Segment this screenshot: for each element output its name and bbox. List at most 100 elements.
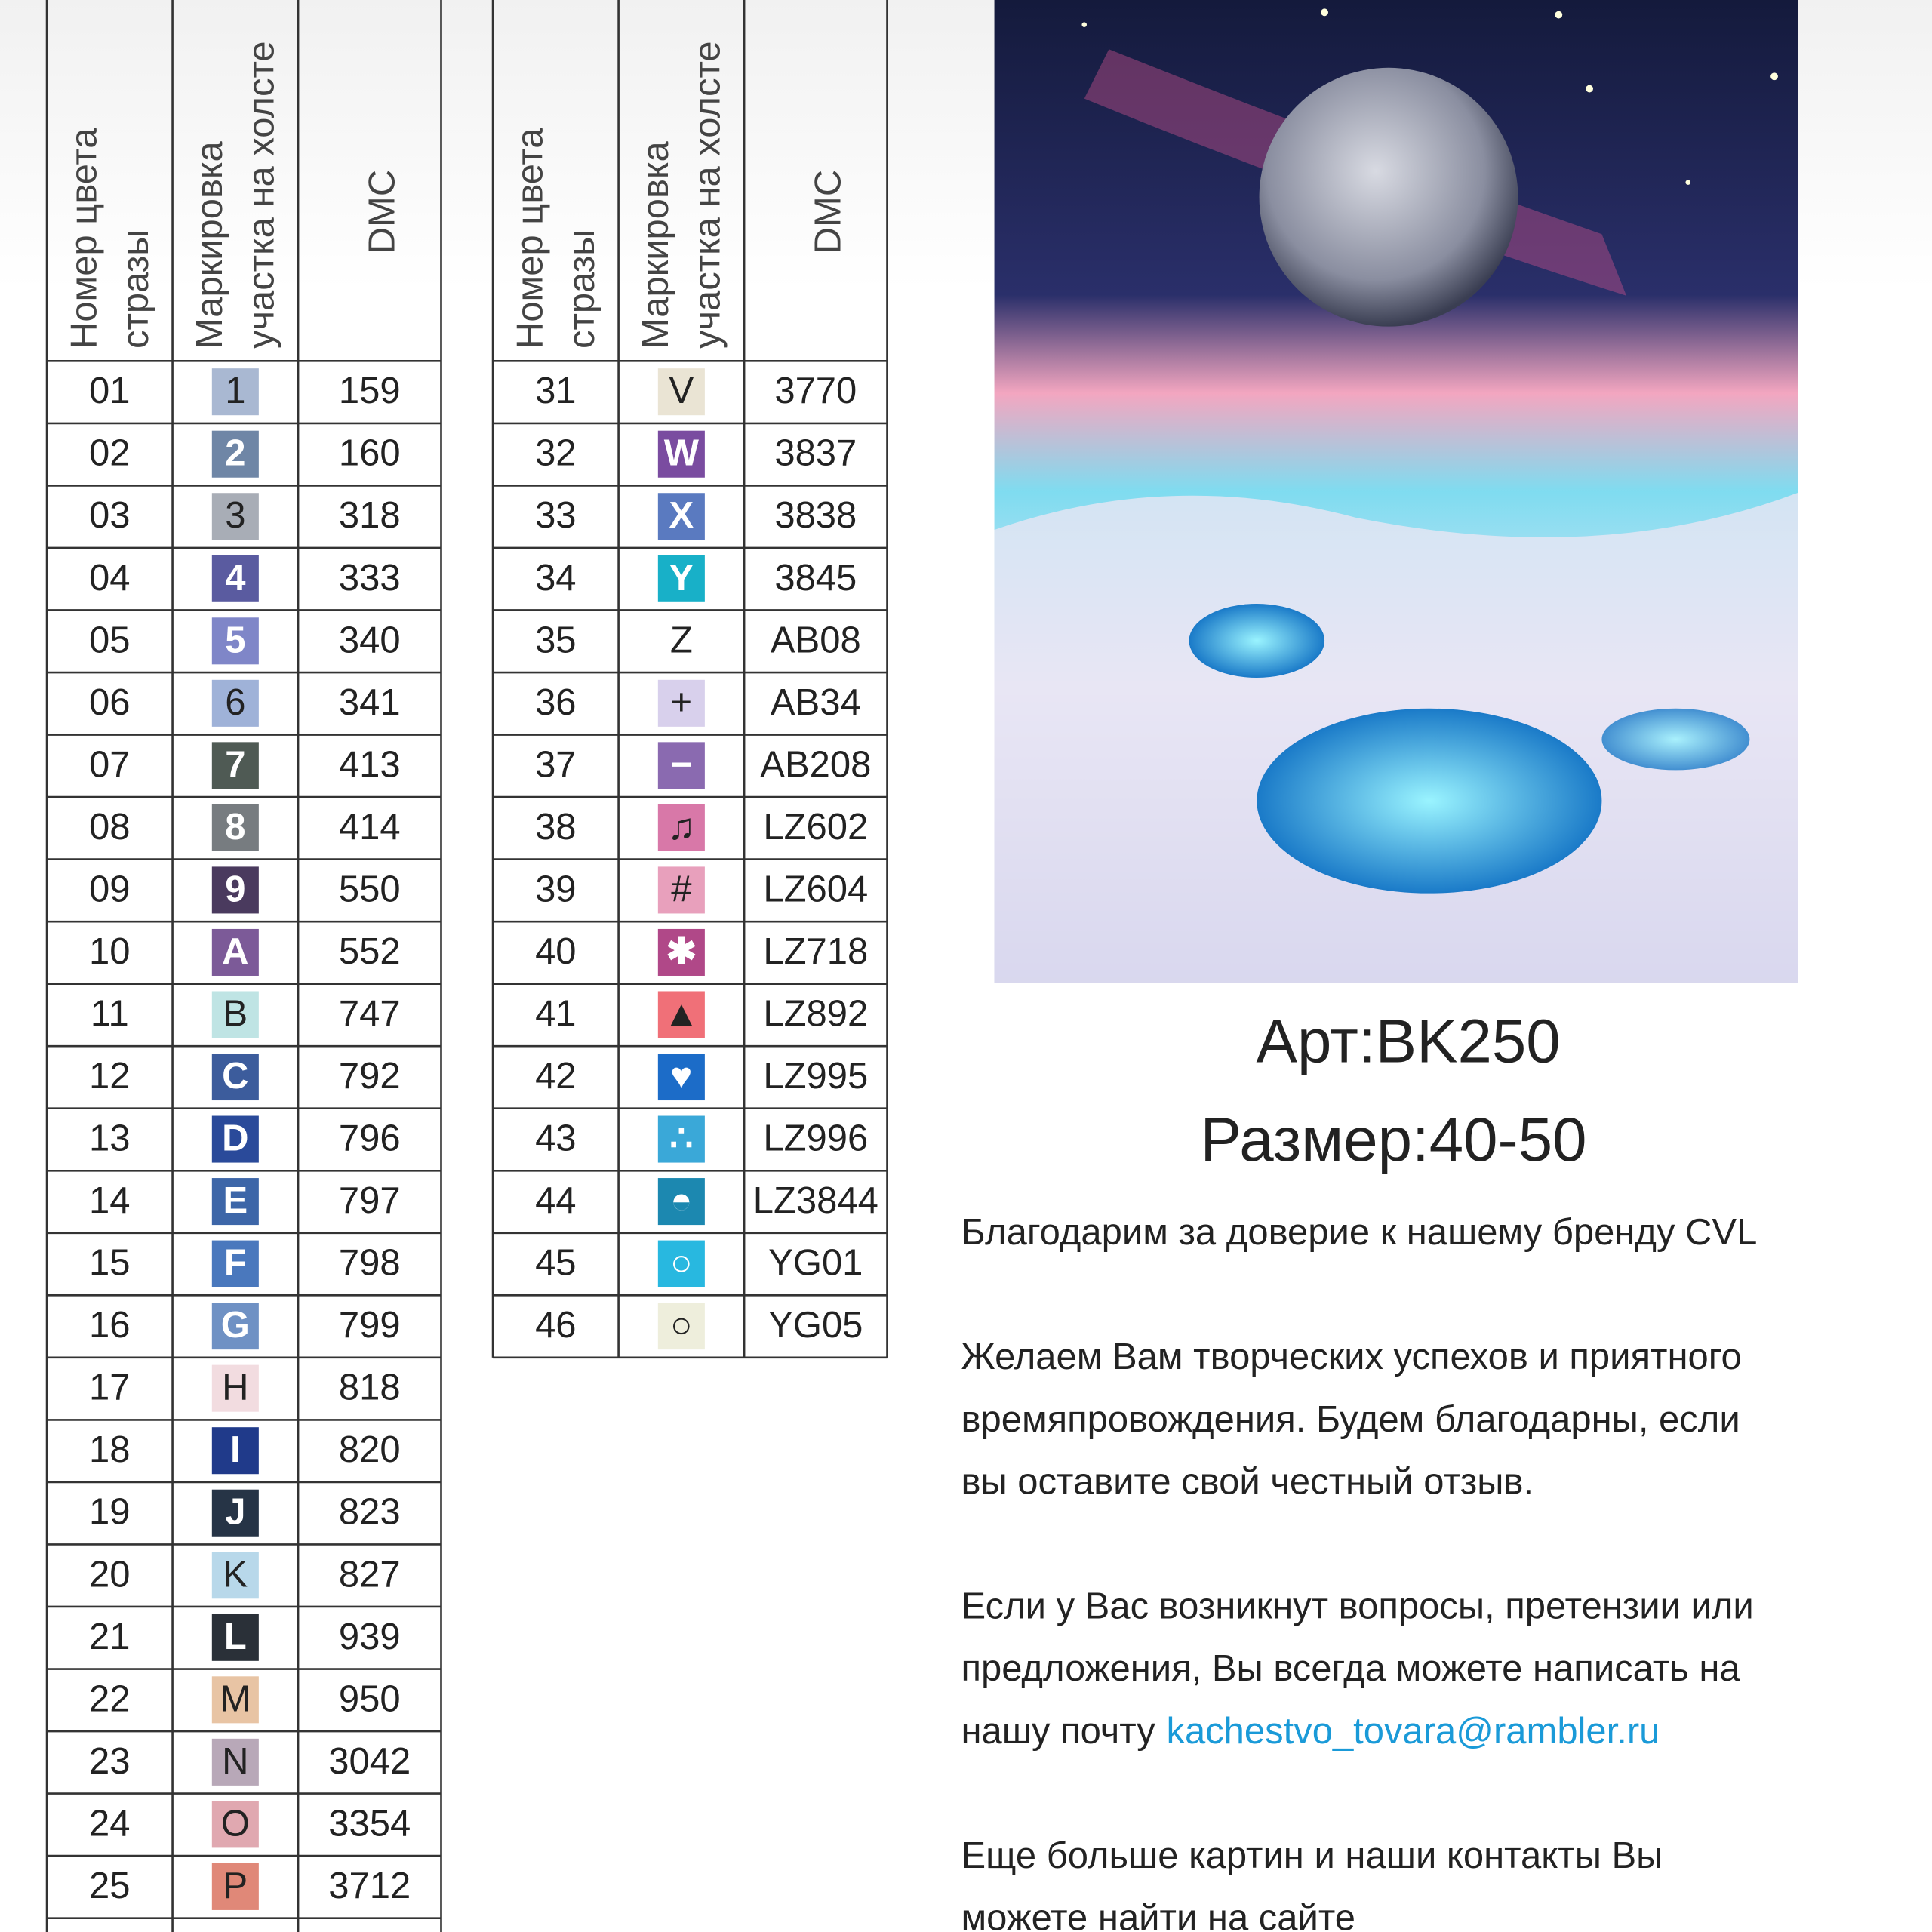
color-number: 15 xyxy=(89,1243,130,1284)
dmc-code: 414 xyxy=(339,807,401,848)
marker-symbol: ♥ xyxy=(670,1056,692,1097)
dmc-code: LZ718 xyxy=(763,931,868,972)
paragraph-line: Желаем Вам творческих успехов и приятног… xyxy=(961,1337,1741,1377)
marker-symbol: I xyxy=(230,1429,241,1470)
color-swatch xyxy=(211,928,259,976)
color-number: 09 xyxy=(89,869,130,909)
color-swatch xyxy=(211,1738,259,1786)
color-swatch xyxy=(657,1240,705,1287)
marker-symbol: ♫ xyxy=(667,807,695,848)
marker-symbol: F xyxy=(224,1243,247,1284)
marker-symbol: 9 xyxy=(225,869,245,909)
color-number: 32 xyxy=(535,433,576,474)
color-number: 10 xyxy=(89,931,130,972)
color-swatch xyxy=(657,991,705,1038)
color-swatch xyxy=(211,1801,259,1848)
dmc-code: LZ892 xyxy=(763,994,868,1035)
marker-symbol: 7 xyxy=(225,744,245,785)
dmc-code: YG05 xyxy=(768,1305,863,1346)
dmc-code: 3837 xyxy=(774,433,857,474)
dmc-code: 413 xyxy=(339,744,401,785)
paragraph-line: вы оставите свой честный отзыв. xyxy=(961,1461,1534,1502)
marker-symbol: W xyxy=(664,433,700,474)
dmc-code: 939 xyxy=(339,1617,401,1657)
color-swatch xyxy=(657,1303,705,1350)
color-number: 39 xyxy=(535,869,576,909)
marker-symbol: + xyxy=(671,682,693,723)
color-number: 01 xyxy=(89,371,130,411)
dmc-code: 797 xyxy=(339,1180,401,1221)
color-swatch xyxy=(211,1303,259,1350)
color-tables: Номер цвета стразы Маркировка участка на хо… xyxy=(45,0,888,1932)
dmc-code: LZ996 xyxy=(763,1118,868,1159)
marker-symbol: L xyxy=(224,1617,247,1657)
color-number: 38 xyxy=(535,807,576,848)
color-number: 40 xyxy=(535,931,576,972)
color-number: 06 xyxy=(89,682,130,723)
color-swatch xyxy=(657,1178,705,1226)
marker-symbol: Z xyxy=(670,620,693,660)
marker-symbol: H xyxy=(222,1367,248,1408)
color-number: 20 xyxy=(89,1554,130,1595)
description: Благодарим за доверие к нашему бренду CV… xyxy=(961,1212,1757,1932)
column-header: DMC xyxy=(361,170,402,254)
dmc-code: 796 xyxy=(339,1118,401,1159)
marker-symbol: A xyxy=(222,931,248,972)
dmc-code: 160 xyxy=(339,433,401,474)
dmc-code: 318 xyxy=(339,495,401,536)
paragraph-line: Если у Вас возникнут вопросы, претензии … xyxy=(961,1586,1753,1627)
dmc-code: 820 xyxy=(339,1429,401,1470)
marker-symbol: J xyxy=(225,1492,245,1533)
marker-symbol: Y xyxy=(669,558,694,598)
color-swatch xyxy=(211,1552,259,1599)
color-swatch xyxy=(657,742,705,789)
marker-symbol: M xyxy=(220,1678,251,1719)
paragraph-line: Благодарим за доверие к нашему бренду CV… xyxy=(961,1212,1757,1253)
marker-symbol: ✱ xyxy=(666,931,697,972)
marker-symbol: − xyxy=(671,744,693,785)
color-swatch xyxy=(211,1863,259,1910)
color-swatch xyxy=(211,368,259,416)
column-header: Номер цвета xyxy=(63,128,104,349)
column-header: Номер цвета xyxy=(509,128,550,349)
color-swatch xyxy=(657,1054,705,1101)
color-swatch xyxy=(211,679,259,727)
marker-symbol: E xyxy=(223,1180,248,1221)
dmc-code: 159 xyxy=(339,371,401,411)
color-number: 05 xyxy=(89,620,130,660)
marker-symbol: X xyxy=(669,495,694,536)
paragraph-line: предложения, Вы всегда можете написать н… xyxy=(961,1648,1740,1689)
dmc-code: LZ602 xyxy=(763,807,868,848)
dmc-code: 3770 xyxy=(774,371,857,411)
color-number: 12 xyxy=(89,1056,130,1097)
color-number: 16 xyxy=(89,1305,130,1346)
email-link[interactable]: kachestvo_tovara@rambler.ru xyxy=(1166,1711,1660,1752)
color-number: 11 xyxy=(91,994,129,1035)
color-swatch xyxy=(211,1240,259,1287)
color-number: 34 xyxy=(535,558,576,598)
color-number: 46 xyxy=(535,1305,576,1346)
paragraph-line: можете найти на сайте xyxy=(961,1898,1355,1932)
dmc-code: 333 xyxy=(339,558,401,598)
color-swatch xyxy=(211,866,259,914)
marker-symbol: ∴ xyxy=(669,1118,693,1159)
color-number: 23 xyxy=(89,1741,130,1782)
color-number: 37 xyxy=(535,744,576,785)
dmc-code: 550 xyxy=(339,869,401,909)
color-swatch xyxy=(211,742,259,789)
dmc-code: YG01 xyxy=(768,1243,863,1284)
marker-symbol: ○ xyxy=(670,1305,693,1346)
paragraph-line: времяпровождения. Будем благодарны, если xyxy=(961,1399,1740,1440)
color-swatch xyxy=(657,1115,705,1163)
color-number: 43 xyxy=(535,1118,576,1159)
column-header: участка на холсте xyxy=(687,41,728,349)
color-swatch xyxy=(211,1178,259,1226)
marker-symbol: 4 xyxy=(225,558,245,598)
marker-symbol: O xyxy=(221,1803,250,1844)
color-swatch xyxy=(211,430,259,478)
color-swatch xyxy=(657,493,705,540)
dmc-code: LZ3844 xyxy=(753,1180,878,1221)
marker-symbol: N xyxy=(222,1741,248,1782)
